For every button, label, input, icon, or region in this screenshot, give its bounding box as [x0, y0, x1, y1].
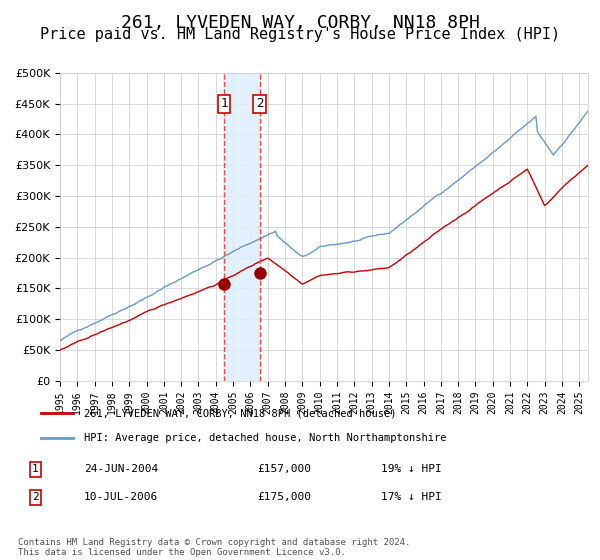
Text: Price paid vs. HM Land Registry's House Price Index (HPI): Price paid vs. HM Land Registry's House … [40, 27, 560, 42]
Text: 17% ↓ HPI: 17% ↓ HPI [381, 492, 442, 502]
Text: 10-JUL-2006: 10-JUL-2006 [84, 492, 158, 502]
Text: 1: 1 [32, 464, 39, 474]
Bar [224, 73, 260, 381]
Text: Contains HM Land Registry data © Crown copyright and database right 2024.
This d: Contains HM Land Registry data © Crown c… [18, 538, 410, 557]
Text: £157,000: £157,000 [257, 464, 311, 474]
Text: 2: 2 [256, 97, 263, 110]
Text: 19% ↓ HPI: 19% ↓ HPI [381, 464, 442, 474]
Text: 2: 2 [32, 492, 39, 502]
Text: HPI: Average price, detached house, North Northamptonshire: HPI: Average price, detached house, Nort… [84, 433, 446, 443]
Text: 261, LYVEDEN WAY, CORBY, NN18 8PH: 261, LYVEDEN WAY, CORBY, NN18 8PH [121, 14, 479, 32]
Text: 261, LYVEDEN WAY, CORBY, NN18 8PH (detached house): 261, LYVEDEN WAY, CORBY, NN18 8PH (detac… [84, 408, 397, 418]
Text: 24-JUN-2004: 24-JUN-2004 [84, 464, 158, 474]
Text: £175,000: £175,000 [257, 492, 311, 502]
Text: 1: 1 [220, 97, 228, 110]
